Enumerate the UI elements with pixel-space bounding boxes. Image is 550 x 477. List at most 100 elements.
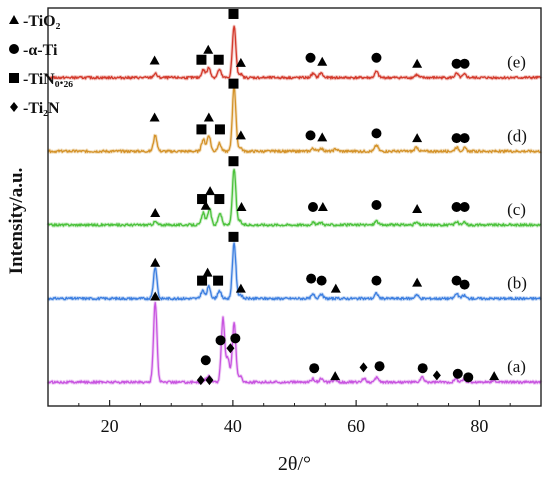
series-glow [46,167,542,228]
circle-marker [417,363,428,374]
square-marker [213,275,224,286]
triangle-marker [203,112,214,122]
triangle-marker [330,371,341,381]
circle-marker [309,363,320,374]
triangle-marker [330,283,341,293]
diamond-marker [205,375,214,386]
circle-marker [371,52,382,63]
square-marker [197,275,208,286]
square-marker [9,73,19,83]
triangle-marker [9,15,19,24]
circle-marker [374,361,385,372]
circle-marker [305,130,316,141]
triangle-marker [412,58,423,68]
triangle-marker [235,130,246,140]
series-label: (b) [507,274,527,293]
x-tick-label: 60 [347,416,365,436]
x-tick-label: 40 [224,416,242,436]
diamond-marker [226,343,235,354]
triangle-marker [200,200,211,210]
y-axis-label: Intensity/a.u. [6,168,27,275]
series-label: (a) [507,357,526,376]
circle-marker [200,355,211,366]
series-glow [47,241,543,302]
series-glow [47,84,543,155]
circle-marker [459,58,470,69]
triangle-marker [149,55,160,65]
square-marker [228,231,239,242]
circle-marker [316,275,327,286]
triangle-marker [149,112,160,122]
series-label: (e) [507,53,526,72]
circle-marker [451,133,462,144]
triangle-marker [412,133,423,143]
legend: -TiO₂ -α-Ti -TiN₀.₂₆ -Ti₂N [9,13,73,117]
triangle-marker [317,132,328,142]
tick-layer: 20 40 60 80 [47,400,542,436]
circle-marker [451,202,462,212]
circle-marker [459,202,470,212]
diamond-marker [10,102,18,112]
x-tick-label: 20 [101,416,119,436]
triangle-marker [150,291,161,301]
circle-marker [451,58,462,69]
square-marker [228,156,239,167]
x-tick-label: 80 [470,416,488,436]
circle-marker [371,275,382,286]
square-marker [213,54,224,65]
triangle-marker [150,257,161,267]
series-label-layer: (a) (b) (c) (d) (e) [507,53,527,376]
triangle-marker [317,202,328,211]
circle-marker [452,368,463,379]
square-marker [214,194,225,205]
square-marker [197,194,208,205]
triangle-marker [205,186,216,196]
circle-marker [306,273,317,284]
marker-layer [149,8,500,386]
circle-marker [9,44,19,54]
legend-label: -Ti₂N [23,100,60,117]
series-layer [46,24,543,385]
series-line [47,301,542,384]
triangle-marker [412,277,423,287]
diamond-marker [432,370,441,381]
square-marker [228,8,239,19]
legend-label: -TiO₂ [23,13,61,30]
circle-marker [305,52,316,63]
triangle-marker [235,57,246,67]
circle-marker [459,279,470,290]
series-glow [46,301,543,385]
circle-marker [463,372,474,383]
legend-label: -α-Ti [23,42,58,59]
square-marker [214,124,225,135]
circle-marker [215,335,226,346]
series-line [47,85,542,154]
circle-marker [371,200,382,211]
series-glow [46,24,543,81]
diamond-marker [359,362,368,373]
circle-marker [459,133,470,144]
series-line [47,168,542,227]
circle-marker [451,275,462,286]
square-marker [228,78,239,89]
triangle-marker [317,56,328,66]
diamond-marker [196,375,205,386]
triangle-marker [203,44,214,54]
triangle-marker [235,283,246,293]
series-label: (d) [507,126,527,145]
square-marker [196,124,207,135]
circle-marker [307,202,318,212]
triangle-marker [202,267,213,277]
series-line [47,242,542,301]
triangle-marker [150,207,161,217]
square-marker [196,54,207,65]
circle-marker [230,333,241,344]
series-line [47,25,542,80]
triangle-marker [236,202,247,211]
x-axis-label: 2θ/° [278,453,311,475]
legend-label: -TiN₀.₂₆ [23,71,73,88]
series-label: (c) [507,200,526,219]
triangle-marker [489,371,500,381]
triangle-marker [412,203,423,213]
